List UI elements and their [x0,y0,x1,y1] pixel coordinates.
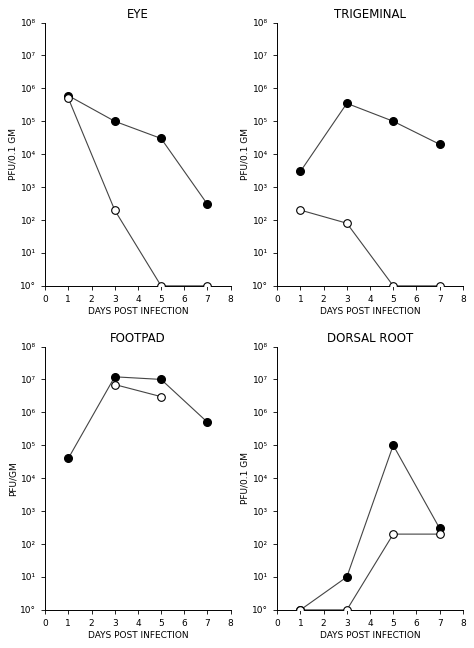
Y-axis label: PFU/0.1 GM: PFU/0.1 GM [9,128,18,180]
Y-axis label: PFU/GM: PFU/GM [9,461,18,496]
Y-axis label: PFU/0.1 GM: PFU/0.1 GM [240,128,249,180]
Title: EYE: EYE [127,8,149,21]
X-axis label: DAYS POST INFECTION: DAYS POST INFECTION [320,307,420,316]
Title: DORSAL ROOT: DORSAL ROOT [327,332,413,345]
X-axis label: DAYS POST INFECTION: DAYS POST INFECTION [88,307,188,316]
Title: TRIGEMINAL: TRIGEMINAL [334,8,406,21]
Y-axis label: PFU/0.1 GM: PFU/0.1 GM [240,452,249,504]
Title: FOOTPAD: FOOTPAD [110,332,166,345]
X-axis label: DAYS POST INFECTION: DAYS POST INFECTION [88,631,188,640]
X-axis label: DAYS POST INFECTION: DAYS POST INFECTION [320,631,420,640]
